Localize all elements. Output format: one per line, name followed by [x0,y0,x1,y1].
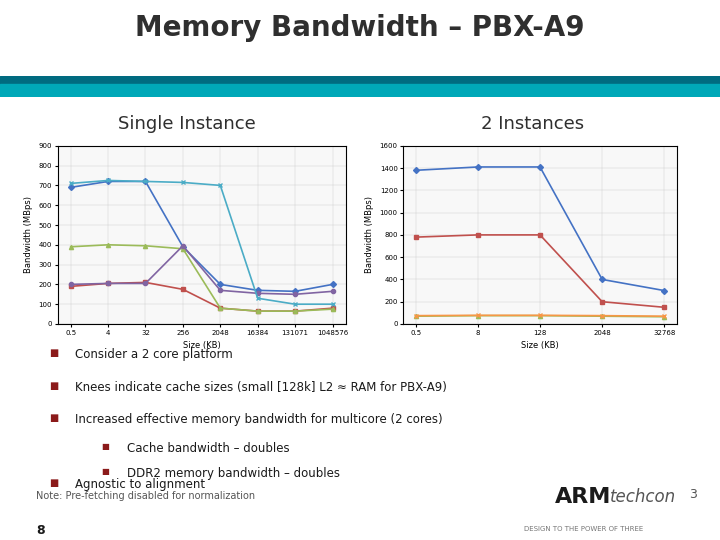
Legend: memcpy aligned, memcpy unaligned, mc, str, partial rdwr: memcpy aligned, memcpy unaligned, mc, st… [418,149,501,193]
Text: Increased effective memory bandwidth for multicore (2 cores): Increased effective memory bandwidth for… [75,413,443,426]
memcpy shared [660,304,669,310]
memcpy shared [536,232,544,238]
mc [536,313,544,319]
memcpy aligned [660,287,669,294]
partial rdwr [179,179,187,186]
Line: mc: mc [413,314,667,319]
partial rdwr [411,313,420,319]
partial rdwr [104,177,112,184]
partial rdwr [141,178,150,185]
memcpy aligned [328,281,337,288]
memcpy unaligned [179,286,187,293]
mc [291,308,300,314]
X-axis label: Size (KB): Size (KB) [183,341,220,350]
partial rdwr [253,295,262,301]
Text: techcon: techcon [611,488,677,506]
memcpy unaligned [104,280,112,287]
partial rdwr [536,312,544,319]
Line: partial rdwr: partial rdwr [413,313,667,318]
memcpy aligned [104,178,112,185]
mc [216,305,225,312]
mc [179,246,187,252]
Text: Consider a 2 core platform: Consider a 2 core platform [75,348,233,361]
partial rdwr [474,312,482,319]
mc [253,308,262,314]
memcpy unaligned [66,283,75,289]
memcpy unaligned [328,305,337,312]
Text: DDR2 memory bandwidth – doubles: DDR2 memory bandwidth – doubles [127,467,340,480]
Text: Agnostic to alignment: Agnostic to alignment [75,478,205,491]
str [291,291,300,298]
mc [411,313,420,320]
memcpy shared [474,232,482,238]
Line: memcpy aligned: memcpy aligned [413,165,667,293]
partial rdwr [598,313,606,319]
partial rdwr [66,180,75,187]
Text: ■: ■ [101,467,109,476]
str [216,287,225,294]
memcpy aligned [474,164,482,170]
mc [66,244,75,250]
memcpy aligned [536,164,544,170]
mc [598,313,606,320]
Text: ■: ■ [49,478,58,488]
Line: mc: mc [68,242,335,313]
memcpy unaligned [141,279,150,286]
mc [660,314,669,320]
Line: memcpy shared: memcpy shared [413,233,667,309]
Text: ■: ■ [49,413,58,423]
memcpy shared [411,234,420,240]
partial rdwr [291,301,300,307]
memcpy unaligned [253,308,262,314]
memcpy aligned [411,167,420,173]
partial rdwr [660,313,669,320]
Bar [0,84,720,97]
Text: ■: ■ [49,348,58,359]
Text: Knees indicate cache sizes (small [128k] L2 ≈ RAM for PBX-A9): Knees indicate cache sizes (small [128k]… [75,381,446,394]
Text: ■: ■ [49,381,58,391]
memcpy aligned [216,281,225,288]
memcpy aligned [291,288,300,295]
memcpy aligned [598,276,606,283]
Bar [0,76,720,84]
str [141,280,150,287]
partial rdwr [216,182,225,188]
Text: Memory Bandwidth – PBX-A9: Memory Bandwidth – PBX-A9 [135,15,585,42]
str [179,242,187,249]
memcpy aligned [179,244,187,250]
str [66,281,75,288]
memcpy unaligned [291,308,300,314]
str [328,288,337,295]
Text: 2 Instances: 2 Instances [481,115,585,133]
Text: Single Instance: Single Instance [118,115,256,133]
memcpy shared [598,299,606,305]
X-axis label: Size (KB): Size (KB) [521,341,559,350]
Text: Cache bandwidth – doubles: Cache bandwidth – doubles [127,442,289,455]
mc [328,306,337,312]
memcpy unaligned [216,305,225,312]
memcpy aligned [66,184,75,191]
Line: str: str [68,244,335,296]
Line: partial rdwr: partial rdwr [68,178,335,306]
str [253,290,262,296]
mc [474,313,482,319]
memcpy aligned [253,287,262,294]
Text: 3: 3 [689,488,696,501]
partial rdwr [328,301,337,307]
mc [141,242,150,249]
Text: ■: ■ [101,442,109,451]
Line: memcpy unaligned: memcpy unaligned [68,280,335,313]
Text: 8: 8 [36,524,45,537]
Text: Note: Pre-fetching disabled for normalization: Note: Pre-fetching disabled for normaliz… [36,491,255,502]
mc [104,241,112,248]
Y-axis label: Bandwidth (MBps): Bandwidth (MBps) [365,197,374,273]
Text: DESIGN TO THE POWER OF THREE: DESIGN TO THE POWER OF THREE [523,526,643,532]
Y-axis label: Bandwidth (MBps): Bandwidth (MBps) [24,197,33,273]
str [104,280,112,287]
Text: ARM: ARM [555,487,611,507]
Line: memcpy aligned: memcpy aligned [68,179,335,293]
memcpy aligned [141,178,150,185]
